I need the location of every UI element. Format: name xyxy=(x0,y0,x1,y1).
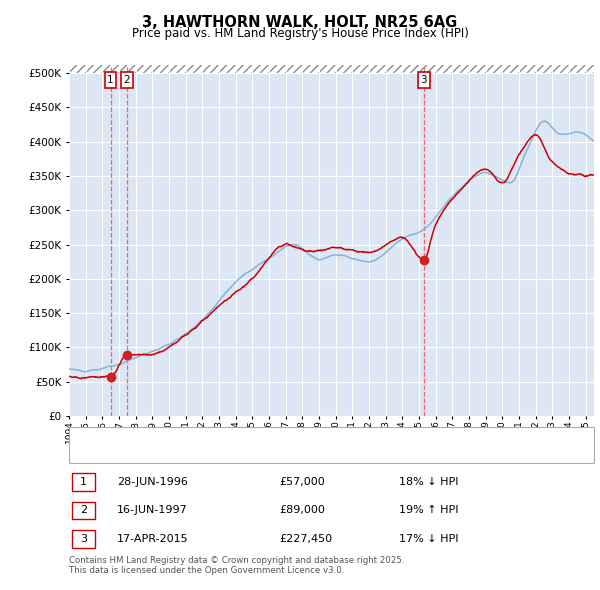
Text: 2: 2 xyxy=(80,506,87,515)
Text: HPI: Average price, detached house, North Norfolk: HPI: Average price, detached house, Nort… xyxy=(111,449,357,459)
Text: 3, HAWTHORN WALK, HOLT, NR25 6AG (detached house): 3, HAWTHORN WALK, HOLT, NR25 6AG (detach… xyxy=(111,432,389,442)
Text: 17% ↓ HPI: 17% ↓ HPI xyxy=(399,534,458,543)
Text: 2: 2 xyxy=(124,75,130,85)
Text: 19% ↑ HPI: 19% ↑ HPI xyxy=(399,506,458,515)
Text: 3, HAWTHORN WALK, HOLT, NR25 6AG: 3, HAWTHORN WALK, HOLT, NR25 6AG xyxy=(142,15,458,30)
Text: 1: 1 xyxy=(80,477,87,487)
Bar xyxy=(69,65,594,73)
Text: £227,450: £227,450 xyxy=(279,534,332,543)
Text: £57,000: £57,000 xyxy=(279,477,325,487)
Text: £89,000: £89,000 xyxy=(279,506,325,515)
Text: 28-JUN-1996: 28-JUN-1996 xyxy=(117,477,188,487)
Text: 16-JUN-1997: 16-JUN-1997 xyxy=(117,506,188,515)
Text: Contains HM Land Registry data © Crown copyright and database right 2025.
This d: Contains HM Land Registry data © Crown c… xyxy=(69,556,404,575)
Text: 3: 3 xyxy=(80,534,87,543)
Text: 17-APR-2015: 17-APR-2015 xyxy=(117,534,188,543)
Text: 3: 3 xyxy=(421,75,427,85)
Text: Price paid vs. HM Land Registry's House Price Index (HPI): Price paid vs. HM Land Registry's House … xyxy=(131,27,469,40)
Text: 18% ↓ HPI: 18% ↓ HPI xyxy=(399,477,458,487)
Text: ——: —— xyxy=(78,447,93,461)
Text: 1: 1 xyxy=(107,75,114,85)
Text: ——: —— xyxy=(78,430,93,443)
